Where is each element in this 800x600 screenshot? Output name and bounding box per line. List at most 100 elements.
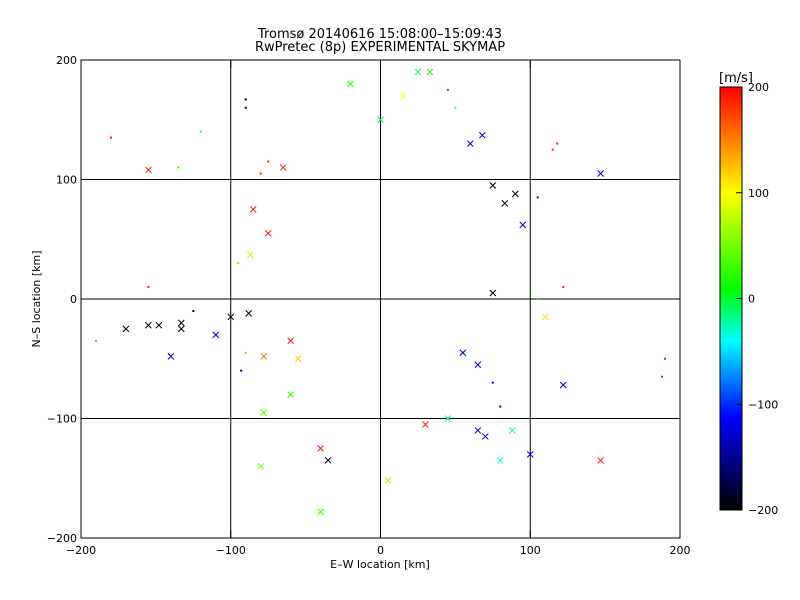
data-point-x xyxy=(597,170,604,177)
data-point-x xyxy=(426,68,434,76)
data-point-x xyxy=(249,206,257,213)
colorbar-ticks: 200 100 0 −100 −200 xyxy=(736,81,778,517)
data-point-x xyxy=(155,321,163,329)
y-tick-label: 200 xyxy=(56,54,77,67)
data-point-dot xyxy=(562,286,565,289)
data-point-x xyxy=(264,229,272,237)
y-tick-label: 100 xyxy=(56,174,77,187)
data-point-x xyxy=(459,349,467,357)
data-point-x xyxy=(501,200,509,207)
data-point-x xyxy=(177,319,185,327)
data-point-x xyxy=(597,456,604,464)
y-tick-label: −200 xyxy=(47,532,77,545)
data-point-x xyxy=(260,353,268,360)
data-point-dot xyxy=(192,309,195,312)
x-marker-stroke xyxy=(597,456,604,464)
x-marker-stroke xyxy=(212,331,220,339)
y-axis-label: N–S location [km] xyxy=(30,250,43,347)
x-marker-stroke xyxy=(287,391,295,398)
data-point-x xyxy=(481,433,489,440)
data-point-x xyxy=(559,381,567,389)
x-marker-stroke xyxy=(474,361,482,369)
data-point-x xyxy=(474,361,482,369)
x-marker-stroke xyxy=(377,116,384,124)
x-marker-stroke xyxy=(245,309,253,317)
colorbar-tick-label: 0 xyxy=(748,293,755,306)
data-point-dot xyxy=(446,88,449,91)
x-marker-stroke xyxy=(177,319,185,327)
x-marker-stroke xyxy=(260,353,268,360)
data-point-dot xyxy=(244,98,247,101)
x-marker-stroke xyxy=(481,433,489,440)
x-marker-stroke xyxy=(474,427,482,434)
data-point-dot xyxy=(551,148,554,151)
y-tick-label: 0 xyxy=(70,293,77,306)
data-points xyxy=(94,68,667,516)
x-marker-stroke xyxy=(246,251,254,259)
data-point-x xyxy=(496,456,504,464)
x-marker-stroke xyxy=(324,456,332,464)
x-marker-stroke xyxy=(519,221,527,229)
data-point-x xyxy=(478,131,486,139)
colorbar-tick-label: −200 xyxy=(748,504,778,517)
data-point-dot xyxy=(94,339,97,342)
chart-title: Tromsø 20140616 15:08:00–15:09:43 xyxy=(257,27,502,42)
x-marker-stroke xyxy=(478,131,486,139)
data-point-dot xyxy=(237,262,240,265)
x-marker-stroke xyxy=(294,355,302,363)
x-marker-stroke xyxy=(145,321,152,329)
data-point-dot xyxy=(244,351,247,354)
data-point-x xyxy=(317,445,324,452)
data-point-dot xyxy=(556,142,559,145)
data-point-x xyxy=(444,415,452,422)
data-point-x xyxy=(257,462,265,470)
x-marker-stroke xyxy=(508,427,516,434)
data-point-x xyxy=(260,409,268,416)
x-marker-stroke xyxy=(426,68,434,76)
x-tick-label: −100 xyxy=(216,544,246,557)
data-point-dot xyxy=(536,298,539,300)
data-point-x xyxy=(287,391,295,398)
data-point-x xyxy=(245,309,253,317)
colorbar-tick-label: 200 xyxy=(748,81,769,94)
data-point-x xyxy=(167,353,175,360)
data-point-x xyxy=(145,321,152,329)
data-point-dot xyxy=(661,375,664,378)
data-point-x xyxy=(122,325,130,333)
x-marker-stroke xyxy=(260,409,268,416)
data-point-x xyxy=(294,355,302,363)
data-point-x xyxy=(212,331,220,339)
data-point-x xyxy=(511,190,519,198)
x-marker-stroke xyxy=(597,170,604,177)
x-marker-stroke xyxy=(167,353,175,360)
chart-subtitle: RwPretec (8p) EXPERIMENTAL SKYMAP xyxy=(255,40,505,55)
x-marker-stroke xyxy=(459,349,467,357)
data-point-x xyxy=(287,337,295,345)
x-tick-label: 100 xyxy=(520,544,541,557)
x-tick-label: 200 xyxy=(670,544,691,557)
data-point-dot xyxy=(109,136,112,139)
x-tick-label: −200 xyxy=(66,544,96,557)
x-marker-stroke xyxy=(177,325,185,333)
colorbar-tick-label: 100 xyxy=(748,187,769,200)
x-axis-ticks: −200 −100 0 100 200 xyxy=(66,60,691,557)
x-marker-stroke xyxy=(155,321,163,329)
data-point-dot xyxy=(454,106,457,109)
data-point-x xyxy=(324,456,332,464)
data-point-x xyxy=(145,166,152,174)
x-marker-stroke xyxy=(489,182,497,189)
x-marker-stroke xyxy=(122,325,130,333)
data-point-x xyxy=(317,508,324,516)
x-marker-stroke xyxy=(489,289,497,297)
x-marker-stroke xyxy=(496,456,504,464)
data-point-dot xyxy=(177,166,180,169)
data-point-x xyxy=(466,140,474,148)
x-marker-stroke xyxy=(526,450,534,458)
data-point-dot xyxy=(536,196,539,199)
x-marker-stroke xyxy=(541,313,549,321)
colorbar-label: [m/s] xyxy=(719,71,753,86)
data-point-dot xyxy=(147,286,150,289)
data-point-x xyxy=(489,182,497,189)
data-point-dot xyxy=(259,172,262,175)
